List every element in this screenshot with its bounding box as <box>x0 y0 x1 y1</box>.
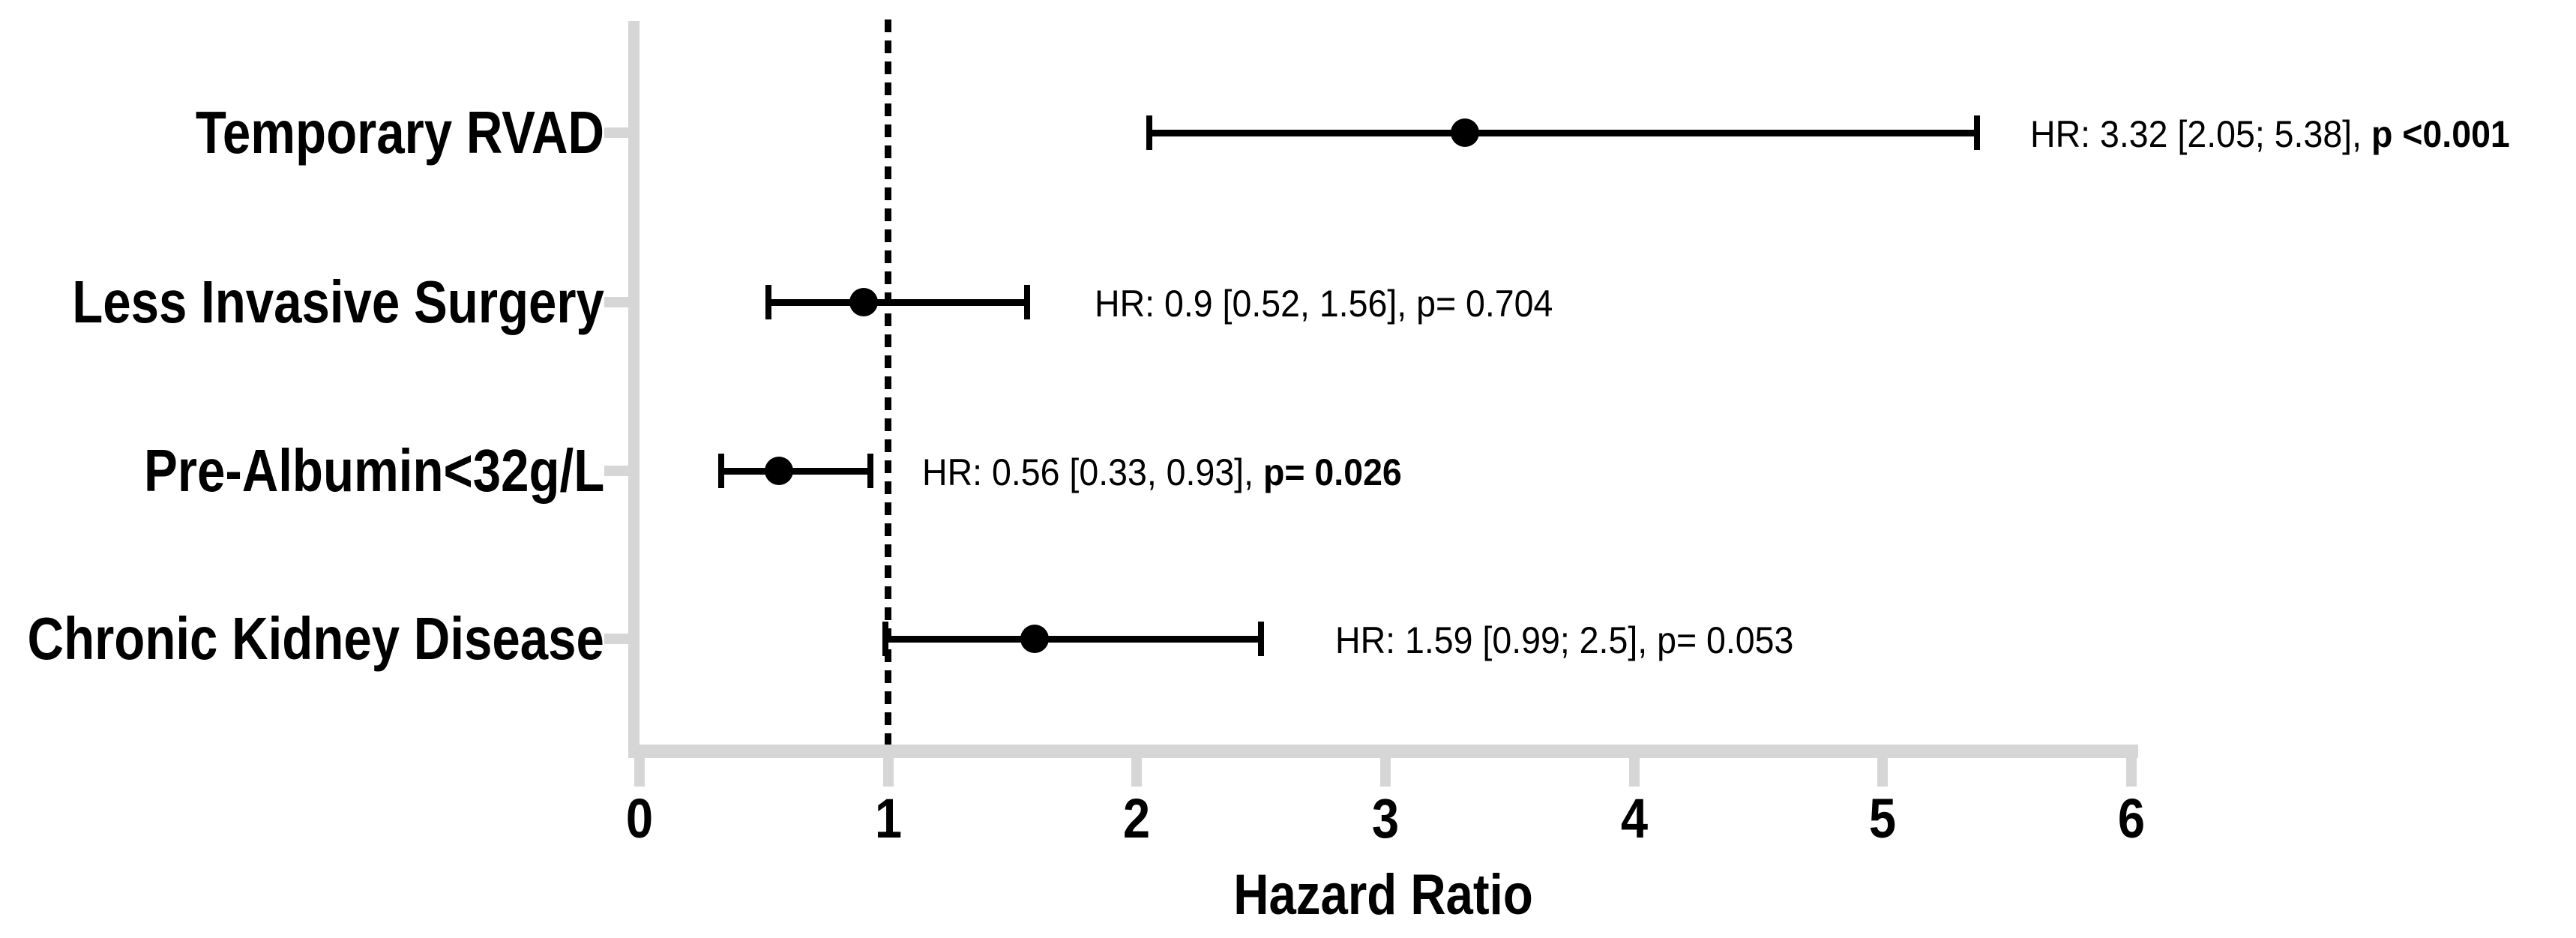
annotation-hr-text: HR: 3.32 [2.05; 5.38], <box>2030 113 2371 155</box>
ci-line <box>885 636 1262 643</box>
x-tick-label: 6 <box>2117 787 2146 850</box>
category-tick <box>604 127 628 138</box>
annotation-p-bold: p= 0.026 <box>1263 451 1402 493</box>
x-tick-mark <box>2126 758 2137 787</box>
ci-cap-low <box>718 454 725 488</box>
ci-line <box>721 468 871 475</box>
x-tick-mark <box>1131 758 1143 787</box>
y-axis-line <box>628 21 640 758</box>
annotation-text: HR: 3.32 [2.05; 5.38], p <0.001 <box>2030 112 2510 157</box>
hr-marker <box>764 457 793 485</box>
x-tick-mark <box>882 758 894 787</box>
category-tick <box>604 466 628 476</box>
hr-marker <box>1451 118 1480 147</box>
x-tick-label: 5 <box>1869 787 1897 850</box>
x-axis-line <box>628 745 2138 758</box>
x-tick-mark <box>634 758 645 787</box>
x-tick-mark <box>1628 758 1640 787</box>
category-label: Less Invasive Surgery <box>72 268 604 335</box>
ci-cap-high <box>867 454 874 488</box>
x-tick-label: 4 <box>1620 787 1648 850</box>
ci-cap-high <box>1258 622 1265 656</box>
hr-marker <box>849 288 878 316</box>
ci-cap-high <box>1024 285 1031 319</box>
x-axis-title: Hazard Ratio <box>1233 863 1533 927</box>
ci-cap-low <box>1146 115 1152 150</box>
x-tick-label: 0 <box>625 787 654 850</box>
ci-line <box>768 299 1028 306</box>
category-label: Pre-Albumin<32g/L <box>143 437 604 504</box>
annotation-text: HR: 0.56 [0.33, 0.93], p= 0.026 <box>922 450 1402 495</box>
category-tick <box>604 634 628 644</box>
x-tick-mark <box>1380 758 1391 787</box>
x-tick-label: 2 <box>1123 787 1151 850</box>
annotation-text: HR: 1.59 [0.99; 2.5], p= 0.053 <box>1335 618 1793 663</box>
annotation-hr-text: HR: 1.59 [0.99; 2.5], p= 0.053 <box>1335 619 1794 661</box>
annotation-hr-text: HR: 0.56 [0.33, 0.93], <box>922 451 1263 493</box>
ci-cap-high <box>1974 115 1981 150</box>
x-tick-mark <box>1877 758 1889 787</box>
annotation-text: HR: 0.9 [0.52, 1.56], p= 0.704 <box>1095 281 1553 326</box>
x-tick-label: 1 <box>874 787 902 850</box>
hr-marker <box>1020 625 1050 653</box>
category-label: Temporary RVAD <box>195 99 604 166</box>
annotation-hr-text: HR: 0.9 [0.52, 1.56], p= 0.704 <box>1095 283 1553 325</box>
reference-line <box>885 19 891 745</box>
x-tick-label: 3 <box>1371 787 1400 850</box>
category-label: Chronic Kidney Disease <box>27 605 604 672</box>
ci-cap-low <box>765 285 772 319</box>
annotation-p-bold: p <0.001 <box>2371 113 2510 155</box>
ci-cap-low <box>882 622 889 656</box>
category-tick <box>604 297 628 307</box>
ci-line <box>1149 130 1978 136</box>
